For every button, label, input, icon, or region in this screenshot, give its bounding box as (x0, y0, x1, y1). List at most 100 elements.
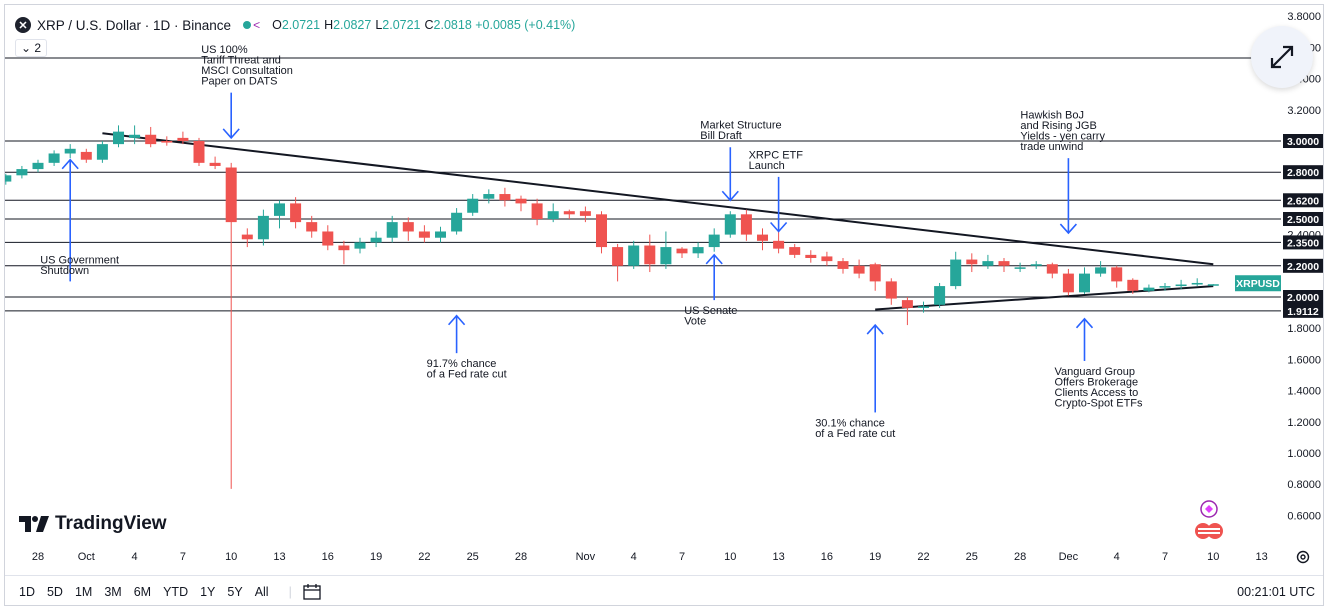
range-button-ytd[interactable]: YTD (163, 585, 189, 599)
candle-body[interactable] (1143, 287, 1155, 291)
flags-icon[interactable] (1195, 523, 1223, 539)
candle-body[interactable] (499, 194, 511, 201)
candle-body[interactable] (515, 198, 527, 204)
candle-body[interactable] (740, 214, 752, 235)
candle-body[interactable] (1127, 279, 1139, 291)
candle-body[interactable] (161, 141, 173, 143)
calendar-icon[interactable] (302, 583, 322, 601)
utc-clock[interactable]: 00:21:01 UTC (1237, 585, 1315, 599)
range-button-1m[interactable]: 1M (74, 585, 93, 599)
candle-body[interactable] (918, 306, 929, 308)
candle-body[interactable] (789, 247, 801, 255)
candle-body[interactable] (628, 245, 640, 266)
candle-body[interactable] (966, 259, 978, 265)
candle-body[interactable] (531, 203, 543, 219)
candle-body[interactable] (451, 212, 463, 232)
candle-body[interactable] (1062, 273, 1074, 293)
candle-body[interactable] (1046, 264, 1058, 274)
tradingview-logo[interactable]: TradingView (19, 513, 167, 535)
candle-body[interactable] (435, 231, 446, 238)
range-button-1y[interactable]: 1Y (200, 585, 216, 599)
candle-body[interactable] (612, 247, 624, 266)
candle-body[interactable] (1159, 286, 1171, 288)
candle-body[interactable] (547, 211, 559, 219)
candle-body[interactable] (225, 167, 237, 223)
candle-body[interactable] (5, 175, 12, 182)
candle-body[interactable] (1191, 282, 1203, 285)
candle-body[interactable] (563, 211, 575, 215)
candle-body[interactable] (579, 211, 591, 216)
candle-body[interactable] (1030, 264, 1042, 266)
range-button-5y[interactable]: 5Y (227, 585, 243, 599)
candle-body[interactable] (467, 198, 479, 213)
notification-badges[interactable] (1189, 499, 1229, 543)
trendline[interactable] (875, 285, 1214, 311)
candle-body[interactable] (982, 261, 994, 266)
candle-body[interactable] (145, 134, 157, 145)
candle-body[interactable] (48, 153, 60, 163)
candle-body[interactable] (934, 286, 946, 305)
symbol-header[interactable]: ✕ XRP / U.S. Dollar · 1D · Binance < O2.… (15, 13, 575, 37)
candle-body[interactable] (257, 215, 269, 240)
range-button-3m[interactable]: 3M (104, 585, 122, 599)
fullscreen-button[interactable] (1251, 26, 1313, 88)
indicator-toggle-button[interactable]: ⌄ 2 (15, 39, 48, 57)
trendline[interactable] (102, 132, 1214, 266)
sparkle-icon[interactable] (1200, 500, 1218, 518)
candle-body[interactable] (692, 247, 704, 254)
candle-body[interactable] (853, 265, 865, 274)
candle-body[interactable] (177, 137, 189, 141)
candle-body[interactable] (596, 214, 607, 248)
candle-body[interactable] (998, 261, 1010, 266)
candle-body[interactable] (837, 261, 849, 269)
candle-body[interactable] (724, 214, 736, 235)
symbol-title[interactable]: XRP / U.S. Dollar · 1D · Binance (37, 17, 232, 33)
candle-body[interactable] (805, 254, 817, 258)
gear-icon[interactable] (1295, 549, 1311, 565)
candle-body[interactable] (386, 222, 398, 238)
candle-body[interactable] (1095, 267, 1107, 274)
range-button-all[interactable]: All (254, 585, 269, 599)
candle-body[interactable] (869, 264, 881, 282)
candle-body[interactable] (418, 231, 430, 238)
candle-body[interactable] (274, 203, 285, 216)
candle-body[interactable] (1111, 267, 1123, 282)
candle-body[interactable] (676, 248, 688, 254)
candle-body[interactable] (950, 259, 962, 287)
candle-body[interactable] (306, 222, 318, 232)
range-button-5d[interactable]: 5D (46, 585, 63, 599)
candle-body[interactable] (402, 222, 414, 232)
candle-body[interactable] (1014, 267, 1026, 269)
candle-body[interactable] (370, 237, 382, 243)
candle-body[interactable] (483, 194, 495, 199)
candle-body[interactable] (338, 245, 350, 251)
candle-body[interactable] (354, 242, 366, 249)
candle-body[interactable] (1079, 273, 1090, 293)
candle-body[interactable] (209, 162, 221, 166)
candle-body[interactable] (644, 245, 656, 265)
candle-body[interactable] (322, 231, 334, 246)
candle-body[interactable] (1207, 284, 1219, 286)
candle-body[interactable] (64, 148, 76, 154)
candle-body[interactable] (80, 151, 92, 160)
share-icon[interactable]: < (253, 18, 261, 32)
candle-body[interactable] (193, 141, 205, 163)
candle-body[interactable] (241, 234, 253, 240)
candle-body[interactable] (821, 256, 833, 262)
candle-body[interactable] (708, 234, 720, 248)
candle-body[interactable] (660, 247, 672, 265)
candle-body[interactable] (757, 234, 768, 241)
candle-body[interactable] (773, 240, 785, 249)
price-chart[interactable]: 0.6000 0.8000 1.0000 1.2000 1.4000 1.6000 1.80… (5, 5, 1324, 575)
candle-body[interactable] (885, 281, 897, 299)
candle-body[interactable] (290, 203, 302, 223)
candle-body[interactable] (16, 169, 28, 176)
range-button-1d[interactable]: 1D (19, 585, 35, 599)
range-button-6m[interactable]: 6M (133, 585, 152, 599)
candle-body[interactable] (96, 144, 108, 160)
candle-body[interactable] (32, 162, 44, 170)
candle-body[interactable] (113, 131, 124, 145)
candle-body[interactable] (129, 134, 141, 138)
candle-body[interactable] (901, 300, 913, 308)
candle-body[interactable] (1175, 284, 1187, 287)
